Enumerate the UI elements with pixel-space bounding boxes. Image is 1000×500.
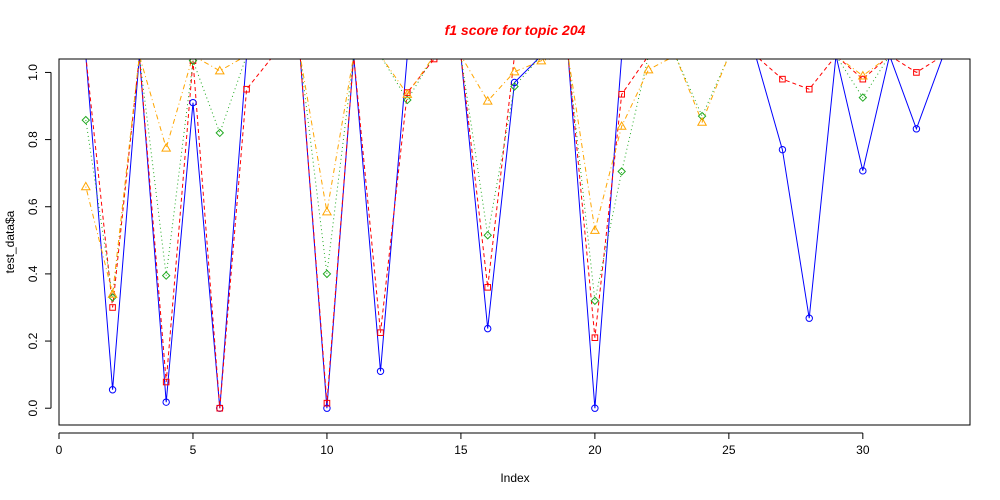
- series-4-point-20: [589, 225, 600, 234]
- series-2-point-5: [189, 59, 197, 64]
- x-axis-label: Index: [500, 471, 529, 485]
- series-3-point-24: [697, 111, 707, 121]
- series-1-point-16: [484, 324, 492, 333]
- series-2-point-27: [779, 75, 786, 83]
- series-1-point-30: [859, 167, 867, 175]
- x-tick-label-5: 5: [190, 443, 197, 457]
- series-line-2: [85, 59, 939, 409]
- x-tick-label-10: 10: [320, 443, 334, 457]
- y-axis-label: test_data$a: [3, 210, 17, 273]
- series-1-point-2: [108, 386, 117, 394]
- series-4-point-16: [482, 95, 493, 105]
- y-tick-label-2: 0.4: [26, 265, 40, 282]
- y-tick-label-3: 0.6: [26, 198, 40, 215]
- x-tick-label-15: 15: [454, 443, 468, 457]
- chart-title: f1 score for topic 204: [445, 22, 586, 38]
- series-1-point-5: [189, 98, 197, 107]
- series-2-point-10: [323, 399, 331, 407]
- series-3-point-10: [322, 269, 332, 279]
- series-2-point-16: [484, 284, 492, 291]
- series-1-point-20: [591, 404, 599, 412]
- series-4-point-21: [616, 120, 627, 130]
- series-4-point-17: [509, 66, 520, 76]
- plot-markers: [80, 59, 921, 412]
- plot-lines: [85, 59, 943, 409]
- series-3-point-20: [590, 296, 600, 306]
- y-tick-label-1: 0.2: [26, 332, 40, 349]
- series-3-point-30: [858, 93, 868, 102]
- series-4-point-22: [643, 64, 654, 74]
- series-1-point-10: [323, 404, 331, 412]
- series-3-point-21: [617, 167, 626, 176]
- series-2-point-7: [243, 85, 250, 93]
- series-4-point-24: [696, 116, 708, 126]
- y-axis: 0.0 0.2 0.4 0.6 0.8 1.0: [26, 64, 52, 417]
- series-1-point-27: [778, 145, 787, 154]
- series-2-point-21: [618, 90, 625, 98]
- series-2-point-32: [913, 69, 920, 76]
- series-1-point-17: [510, 78, 519, 87]
- series-1-point-28: [805, 314, 813, 322]
- series-3-point-6: [215, 128, 225, 138]
- series-2-point-20: [591, 334, 599, 341]
- series-4-point-2: [107, 288, 118, 298]
- series-line-4: [85, 59, 886, 295]
- series-1-point-4: [162, 398, 170, 406]
- series-1-point-12: [376, 367, 385, 375]
- series-3-point-4: [161, 271, 171, 280]
- y-tick-label-4: 0.8: [26, 131, 40, 148]
- x-tick-label-25: 25: [722, 443, 736, 457]
- series-2-point-6: [216, 404, 224, 412]
- series-4-point-30: [857, 70, 868, 80]
- series-3-point-16: [483, 230, 493, 240]
- series-3-point-13: [403, 95, 412, 105]
- y-tick-label-5: 1.0: [26, 64, 40, 81]
- series-4-point-1: [80, 181, 91, 191]
- series-4-point-10: [321, 206, 333, 216]
- plot-frame: [58, 58, 971, 426]
- series-4-point-13: [402, 89, 413, 98]
- x-tick-label-0: 0: [56, 443, 63, 457]
- series-3-point-1: [81, 115, 91, 125]
- series-3-point-2: [108, 293, 117, 302]
- x-tick-label-20: 20: [588, 443, 602, 457]
- series-2-point-2: [109, 304, 116, 311]
- series-2-point-12: [377, 329, 384, 336]
- series-4-point-6: [214, 65, 225, 75]
- series-4-point-4: [161, 142, 172, 152]
- y-tick-label-0: 0.0: [26, 400, 40, 417]
- series-3-point-17: [510, 82, 519, 91]
- series-1-point-32: [912, 125, 921, 133]
- series-2-point-28: [805, 85, 813, 93]
- series-2-point-4: [162, 378, 170, 386]
- series-4-point-18: [536, 59, 547, 65]
- x-tick-label-30: 30: [856, 443, 870, 457]
- series-line-1: [85, 59, 943, 409]
- x-axis: 0 5 10 15 20 25 30: [56, 432, 870, 457]
